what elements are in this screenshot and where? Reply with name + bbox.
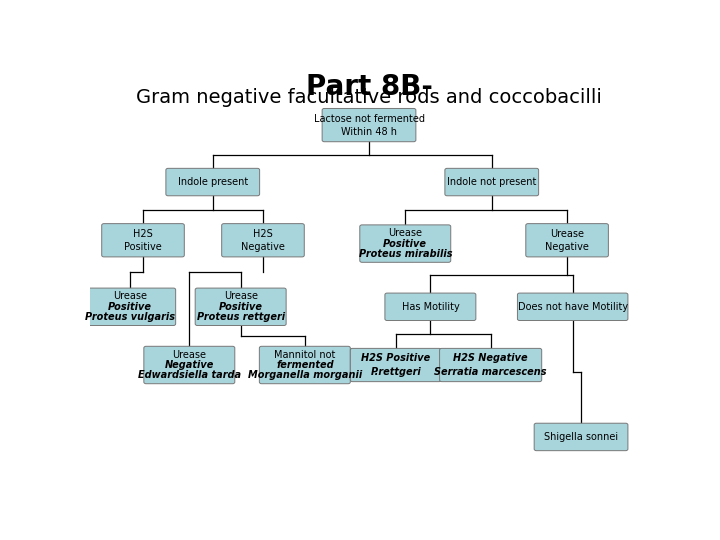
Text: H2S Positive: H2S Positive (361, 354, 431, 363)
Text: fermented: fermented (276, 360, 333, 370)
Text: Gram negative facultative rods and coccobacilli: Gram negative facultative rods and cocco… (136, 87, 602, 107)
Text: Urease: Urease (172, 350, 207, 360)
Text: Indole present: Indole present (178, 177, 248, 187)
FancyBboxPatch shape (195, 288, 286, 326)
Text: Lactose not fermented: Lactose not fermented (313, 113, 425, 124)
Text: Positive: Positive (219, 302, 263, 312)
FancyBboxPatch shape (534, 423, 628, 451)
Text: H2S: H2S (253, 229, 273, 239)
FancyBboxPatch shape (518, 293, 628, 321)
FancyBboxPatch shape (526, 224, 608, 257)
Text: Proteus mirabilis: Proteus mirabilis (359, 249, 452, 259)
FancyBboxPatch shape (259, 346, 351, 384)
FancyBboxPatch shape (385, 293, 476, 321)
Text: Shigella sonnei: Shigella sonnei (544, 432, 618, 442)
FancyBboxPatch shape (85, 288, 176, 326)
FancyBboxPatch shape (144, 346, 235, 384)
Text: Mannitol not: Mannitol not (274, 350, 336, 360)
Text: Negative: Negative (165, 360, 214, 370)
FancyBboxPatch shape (222, 224, 305, 257)
Text: Within 48 h: Within 48 h (341, 126, 397, 137)
Text: Indole not present: Indole not present (447, 177, 536, 187)
Text: H2S Negative: H2S Negative (454, 354, 528, 363)
Text: Edwardsiella tarda: Edwardsiella tarda (138, 370, 241, 380)
FancyBboxPatch shape (445, 168, 539, 196)
FancyBboxPatch shape (351, 348, 441, 382)
Text: Part 8B-: Part 8B- (305, 73, 433, 101)
Text: Positive: Positive (383, 239, 427, 248)
FancyBboxPatch shape (322, 109, 416, 141)
FancyBboxPatch shape (360, 225, 451, 262)
FancyBboxPatch shape (102, 224, 184, 257)
Text: Negative: Negative (241, 242, 285, 252)
FancyBboxPatch shape (440, 348, 541, 382)
Text: Proteus rettgeri: Proteus rettgeri (197, 312, 284, 322)
Text: Does not have Motility: Does not have Motility (518, 302, 628, 312)
Text: Negative: Negative (545, 242, 589, 252)
Text: Proteus vulgaris: Proteus vulgaris (85, 312, 175, 322)
Text: Serratia marcescens: Serratia marcescens (434, 367, 547, 376)
Text: Has Motility: Has Motility (402, 302, 459, 312)
Text: Urease: Urease (113, 292, 147, 301)
Text: Urease: Urease (388, 228, 422, 238)
Text: Positive: Positive (108, 302, 152, 312)
Text: Positive: Positive (124, 242, 162, 252)
Text: H2S: H2S (133, 229, 153, 239)
FancyBboxPatch shape (166, 168, 260, 196)
Text: Urease: Urease (550, 229, 584, 239)
Text: Morganella morganii: Morganella morganii (248, 370, 362, 380)
Text: P.rettgeri: P.rettgeri (370, 367, 421, 376)
Text: Urease: Urease (224, 292, 258, 301)
